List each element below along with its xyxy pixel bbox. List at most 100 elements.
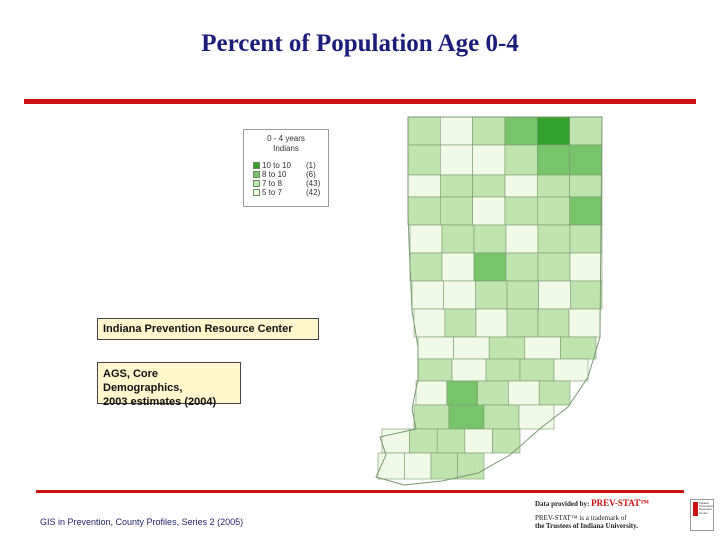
county-region [407, 174, 441, 198]
trademark-line2: the Trustees of Indiana University. [535, 522, 638, 530]
county-region [508, 380, 540, 406]
county-region [443, 280, 476, 310]
top-divider [24, 99, 696, 104]
county-region [409, 224, 443, 254]
county-region [537, 144, 570, 176]
legend-count: (1) [306, 161, 316, 170]
legend-item: 5 to 7 (42) [244, 188, 328, 197]
county-region [506, 280, 540, 310]
county-region [504, 116, 538, 146]
county-region [483, 404, 520, 430]
county-region [446, 380, 478, 406]
credit-prefix: Data provided by: [535, 500, 592, 508]
county-region [569, 224, 603, 254]
county-region [415, 380, 448, 406]
county-region [464, 428, 493, 454]
county-region [505, 224, 539, 254]
county-region [477, 380, 509, 406]
state-shape-icon [693, 502, 698, 516]
county-region [506, 308, 539, 338]
county-region [440, 196, 473, 226]
legend-item: 7 to 8 (43) [244, 179, 328, 188]
county-region [560, 336, 597, 360]
legend-count: (43) [306, 179, 321, 188]
legend-range: 7 to 8 [262, 179, 283, 188]
county-region [440, 116, 473, 146]
county-region [537, 308, 570, 338]
state-outline [375, 116, 603, 486]
county-region [524, 336, 561, 360]
county-region [505, 252, 539, 282]
iprc-logo: Indiana Prevention Resource Center [690, 499, 714, 531]
county-region [413, 404, 450, 430]
indiana-county-map [375, 116, 603, 486]
bottom-divider [36, 490, 684, 493]
county-region [448, 404, 485, 430]
county-region [430, 452, 458, 480]
footer-text: GIS in Prevention, County Profiles, Seri… [40, 517, 244, 527]
legend-title-line2: Indians [273, 144, 299, 153]
county-region [475, 308, 508, 338]
county-region [537, 224, 571, 254]
county-region [404, 452, 432, 480]
county-region [417, 336, 454, 360]
data-source-box: AGS, Core Demographics, 2003 estimates (… [97, 362, 241, 408]
county-region [475, 280, 508, 310]
county-region [569, 196, 603, 226]
county-region [440, 144, 473, 176]
county-region [504, 174, 538, 198]
county-region [436, 428, 466, 454]
county-region [409, 428, 438, 454]
county-region [519, 358, 555, 382]
county-region [473, 252, 507, 282]
county-region [444, 308, 477, 338]
county-region [472, 144, 506, 176]
county-region [538, 380, 571, 406]
legend-item: 8 to 10 (6) [244, 170, 328, 179]
county-region [472, 196, 506, 226]
data-source-line2: 2003 estimates (2004) [103, 396, 217, 408]
county-region [569, 174, 603, 198]
source-box: Indiana Prevention Resource Center [97, 318, 319, 340]
county-region [417, 358, 453, 382]
county-region [485, 358, 521, 382]
county-region [407, 144, 441, 176]
county-region [472, 116, 506, 146]
legend-range: 8 to 10 [262, 170, 287, 179]
legend-range: 5 to 7 [262, 188, 283, 197]
county-region [569, 116, 603, 146]
county-region [518, 404, 555, 430]
county-region [569, 252, 603, 282]
county-region [451, 358, 487, 382]
county-region [411, 280, 445, 310]
county-region [377, 452, 405, 480]
page-title: Percent of Population Age 0-4 [201, 30, 519, 57]
county-region [537, 196, 570, 226]
county-region [537, 116, 570, 146]
county-region [407, 116, 441, 146]
legend-swatch [253, 180, 260, 187]
county-region [492, 428, 521, 454]
county-region [570, 280, 603, 310]
data-credit: Data provided by: PREV-STAT™ PREV-STAT™ … [535, 498, 683, 530]
county-region [537, 252, 571, 282]
legend-count: (6) [306, 170, 316, 179]
county-region [488, 336, 526, 360]
legend-count: (42) [306, 188, 321, 197]
county-region [538, 280, 571, 310]
county-region [409, 252, 443, 282]
county-region [453, 336, 490, 360]
county-region [381, 428, 410, 454]
county-region [407, 196, 441, 226]
county-region [473, 224, 507, 254]
credit-brand: PREV-STAT™ [591, 498, 650, 508]
legend-title-line1: 0 - 4 years [267, 134, 305, 143]
trademark-line1: PREV-STAT™ is a trademark of [535, 514, 627, 522]
county-region [569, 144, 603, 176]
county-region [440, 174, 473, 198]
county-region [568, 308, 601, 338]
map-legend: 0 - 4 years Indians 10 to 10 (1) 8 to 10… [243, 129, 329, 207]
county-region [553, 358, 589, 382]
legend-item: 10 to 10 (1) [244, 161, 328, 170]
county-grid [377, 116, 603, 480]
